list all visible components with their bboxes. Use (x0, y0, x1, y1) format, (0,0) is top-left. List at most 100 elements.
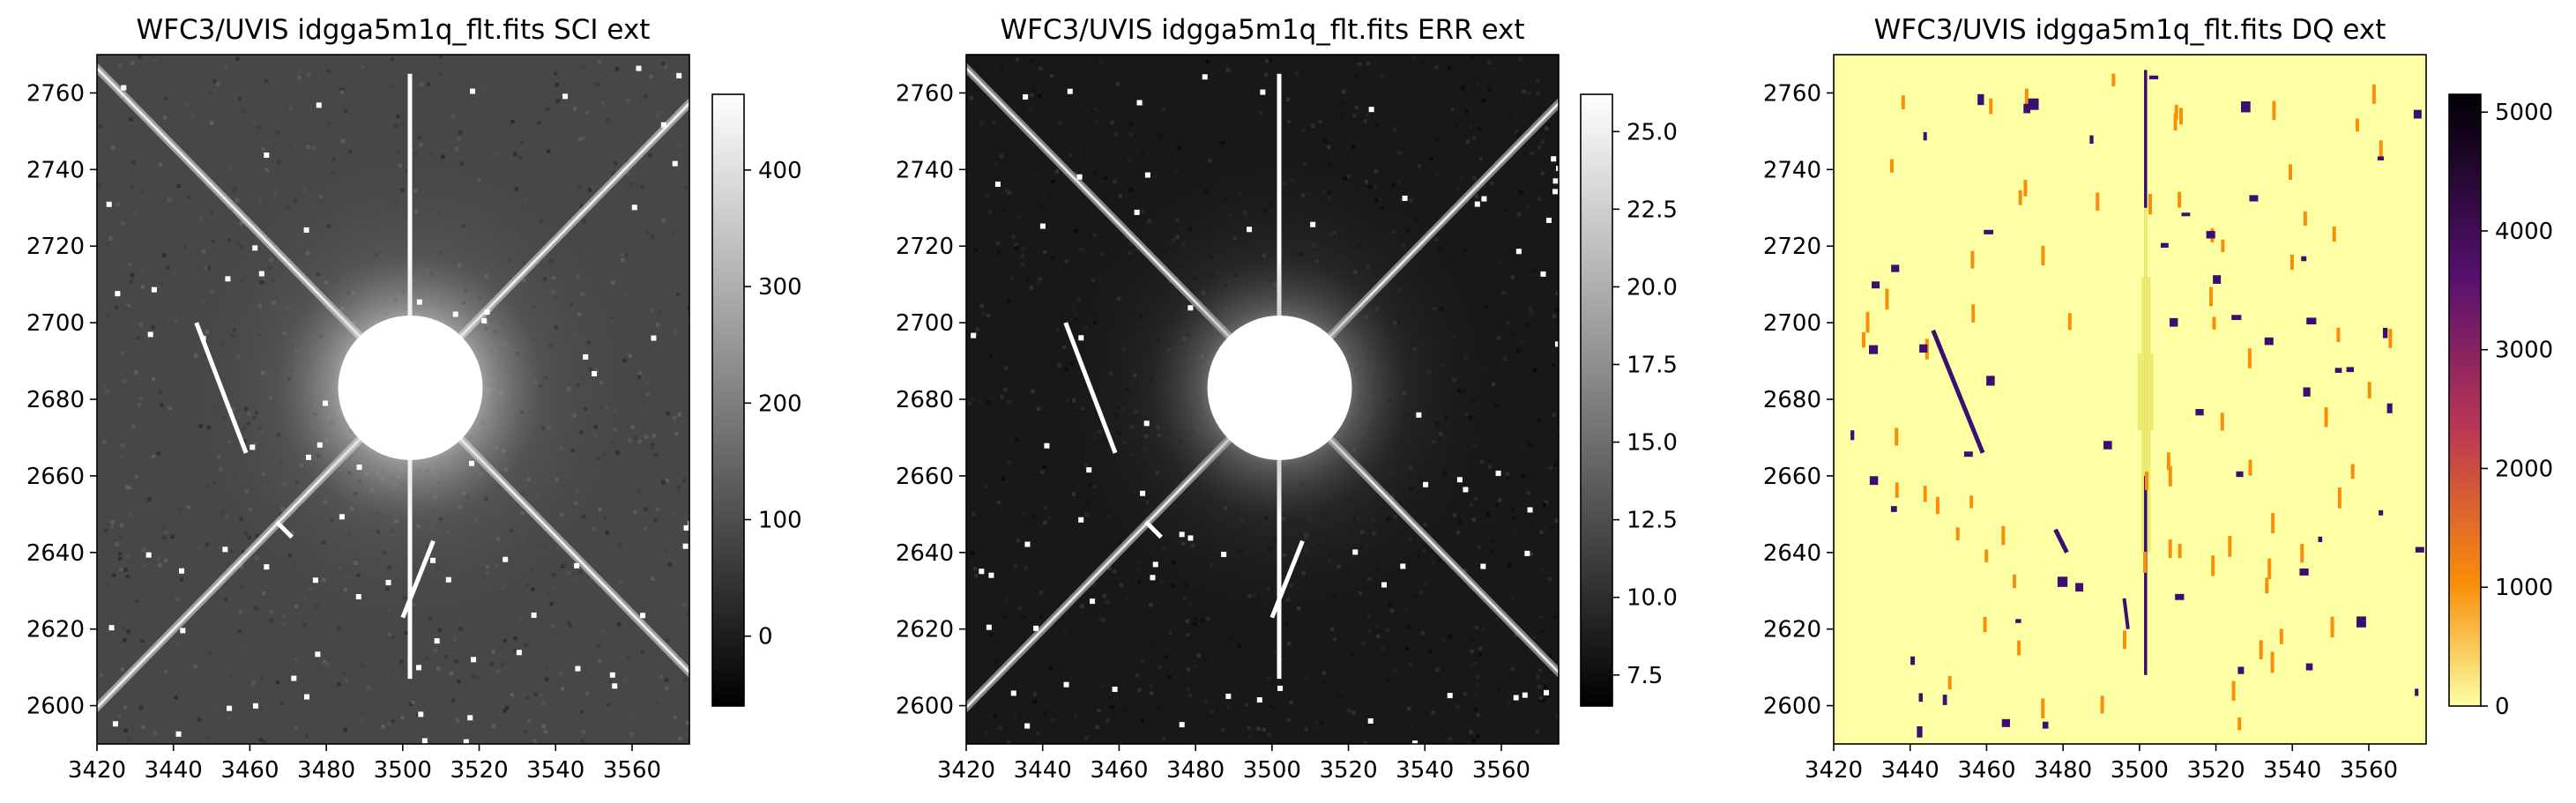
err-noise-pixel (1374, 169, 1379, 174)
sci-noise-pixel (151, 56, 156, 61)
sci-noise-pixel (583, 115, 588, 120)
err-noise-pixel (1267, 732, 1271, 737)
err-bright-pixel (1134, 209, 1140, 215)
err-noise-pixel (1161, 108, 1165, 112)
dq-hot-pixel (2237, 717, 2242, 731)
sci-bright-pixel (225, 276, 231, 282)
sci-bright-pixel (562, 93, 569, 100)
sci-x-tick-label: 3500 (374, 757, 432, 784)
dq-hot-pixel (2067, 313, 2072, 331)
dq-y-tick-label: 2700 (1763, 310, 1821, 337)
sci-noise-pixel (138, 705, 144, 710)
sci-noise-pixel (123, 379, 127, 384)
err-noise-pixel (1264, 725, 1269, 731)
sci-noise-pixel (136, 335, 141, 340)
err-noise-pixel (1044, 272, 1048, 277)
dq-cosmic-ray (2160, 242, 2169, 248)
sci-noise-pixel (174, 319, 178, 323)
err-noise-pixel (1021, 614, 1025, 620)
sci-noise-pixel (193, 665, 197, 669)
err-noise-pixel (975, 327, 980, 331)
err-noise-pixel (1028, 107, 1032, 111)
err-noise-pixel (1415, 726, 1419, 731)
sci-noise-pixel (257, 197, 263, 203)
err-noise-pixel (1110, 120, 1114, 125)
sci-noise-pixel (104, 207, 108, 212)
err-noise-pixel (1167, 674, 1173, 680)
err-noise-pixel (1516, 131, 1521, 137)
sci-noise-pixel (110, 519, 115, 524)
err-noise-pixel (1487, 87, 1492, 92)
sci-noise-pixel (308, 661, 313, 666)
dq-hot-pixel (2174, 104, 2178, 120)
dq-hot-pixel (2122, 630, 2126, 650)
dq-hot-pixel (2041, 698, 2045, 719)
sci-noise-pixel (681, 478, 687, 483)
err-noise-pixel (1106, 58, 1111, 63)
sci-noise-pixel (205, 484, 210, 488)
dq-hot-pixel (2178, 543, 2182, 559)
dq-hot-pixel (2289, 254, 2294, 271)
sci-noise-pixel (342, 671, 346, 675)
err-bright-pixel (1555, 341, 1559, 347)
sci-noise-pixel (164, 96, 168, 100)
dq-cosmic-ray (2028, 98, 2039, 110)
err-noise-pixel (1427, 649, 1433, 654)
err-noise-pixel (1392, 668, 1396, 673)
err-noise-pixel (1097, 708, 1101, 713)
sci-noise-pixel (510, 119, 515, 124)
sci-noise-pixel (153, 58, 157, 63)
sci-noise-pixel (163, 669, 168, 674)
dq-image-background (1834, 55, 2426, 744)
err-bright-pixel (988, 572, 994, 578)
err-noise-pixel (1030, 93, 1034, 98)
err-noise-pixel (1388, 603, 1392, 607)
sci-noise-pixel (97, 182, 101, 188)
err-noise-pixel (1536, 91, 1541, 95)
sci-noise-pixel (547, 149, 551, 153)
err-noise-pixel (1471, 136, 1477, 140)
sci-noise-pixel (129, 512, 133, 517)
err-noise-pixel (997, 683, 1001, 688)
sci-noise-pixel (572, 107, 577, 111)
err-noise-pixel (992, 120, 996, 125)
err-noise-pixel (1465, 128, 1470, 132)
sci-noise-pixel (653, 518, 658, 523)
err-noise-pixel (1552, 314, 1557, 318)
sci-noise-pixel (419, 142, 423, 147)
err-noise-pixel (1529, 116, 1533, 122)
dq-cosmic-ray (2356, 616, 2366, 628)
sci-noise-pixel (489, 662, 495, 666)
sci-noise-pixel (113, 505, 117, 509)
dq-hot-pixel (2330, 616, 2334, 638)
err-noise-pixel (1361, 642, 1366, 646)
err-noise-pixel (1297, 674, 1302, 680)
err-noise-pixel (1165, 655, 1169, 659)
sci-noise-pixel (168, 405, 173, 411)
err-noise-pixel (1181, 633, 1186, 638)
err-noise-pixel (1337, 145, 1343, 149)
sci-noise-pixel (426, 82, 431, 86)
err-noise-pixel (1224, 94, 1229, 99)
sci-noise-pixel (381, 725, 385, 729)
sci-x-axis: 3420 3440 3460 3480 3500 3520 3540 3560 (68, 744, 661, 784)
dq-cosmic-ray (1918, 693, 1923, 703)
err-bright-pixel (1456, 477, 1463, 483)
err-noise-pixel (1497, 498, 1502, 502)
sci-noise-pixel (98, 123, 103, 129)
err-noise-pixel (1424, 580, 1429, 585)
dq-hot-pixel (2271, 513, 2275, 533)
err-noise-pixel (1506, 476, 1511, 481)
sci-noise-pixel (344, 678, 349, 682)
err-noise-pixel (1513, 115, 1518, 120)
err-noise-pixel (1464, 109, 1469, 114)
sci-noise-pixel (396, 114, 400, 119)
dq-cosmic-ray (2213, 275, 2222, 285)
sci-noise-pixel (555, 99, 561, 103)
sci-noise-pixel (307, 72, 311, 77)
err-y-tick-label: 2700 (896, 310, 954, 337)
err-noise-pixel (1130, 665, 1135, 670)
sci-noise-pixel (633, 435, 637, 440)
err-x-tick-label: 3540 (1396, 757, 1454, 784)
err-bright-pixel (1402, 195, 1408, 201)
